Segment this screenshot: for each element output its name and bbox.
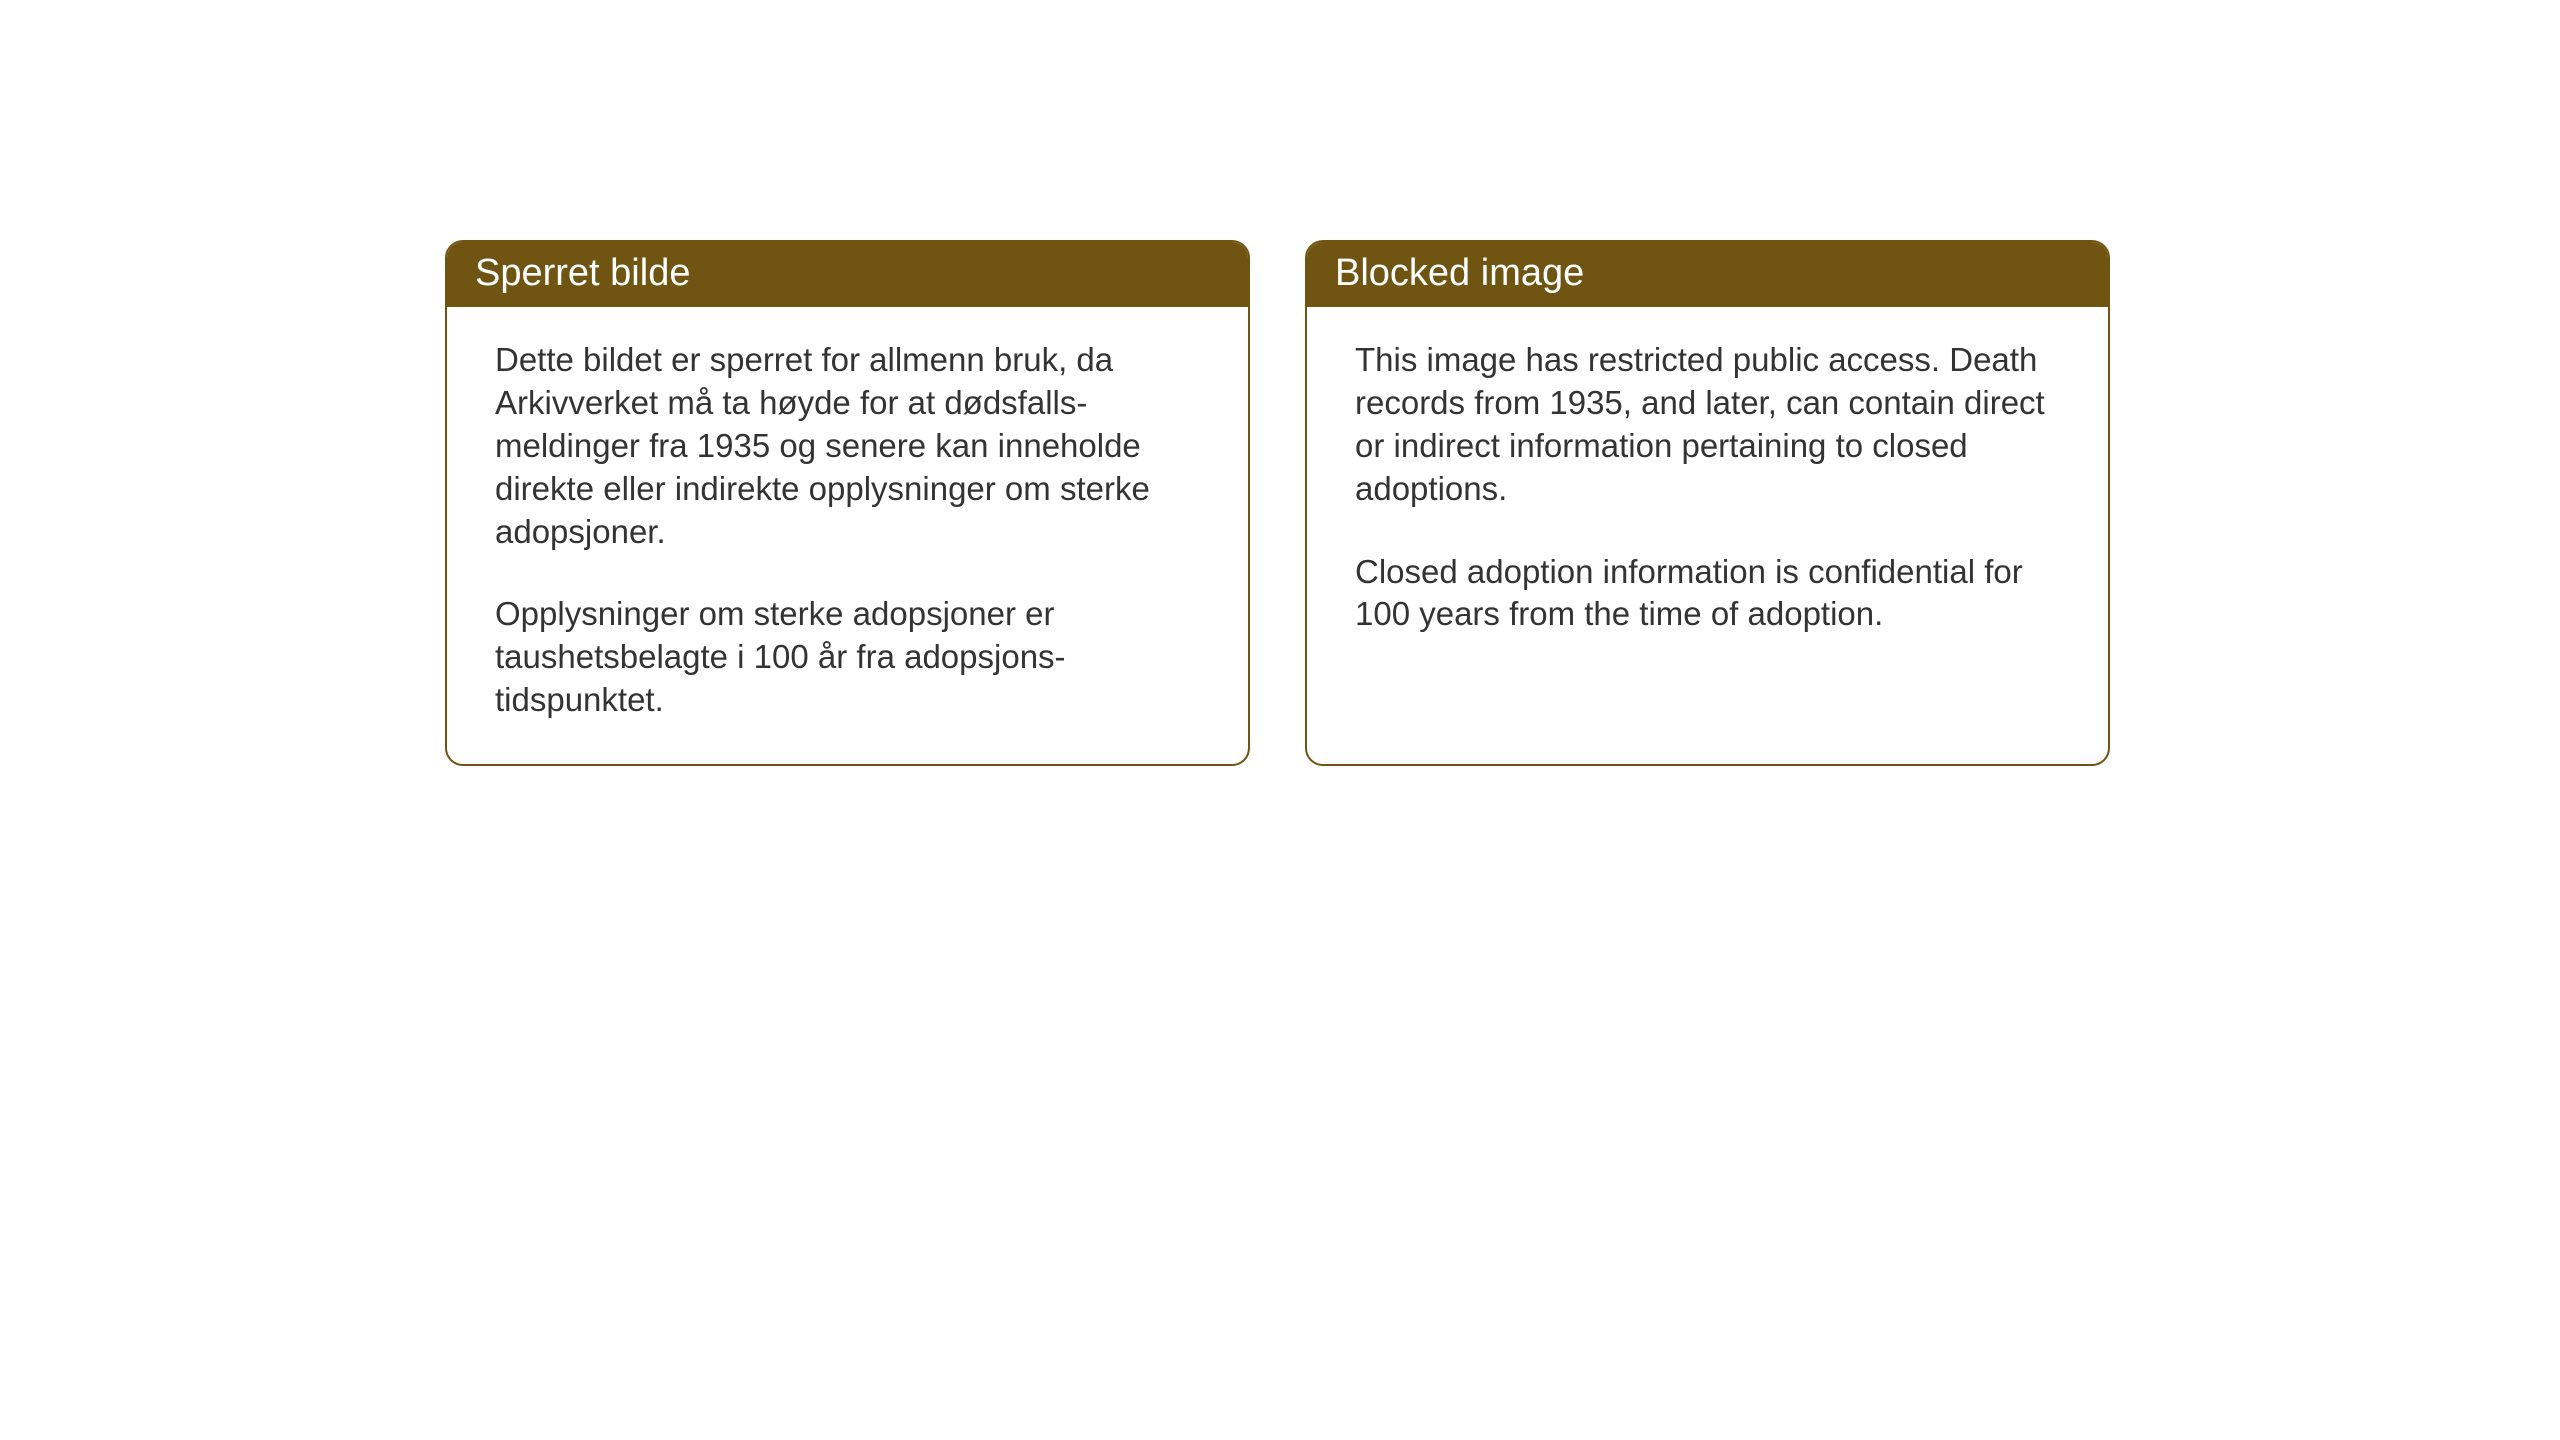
notice-body-english: This image has restricted public access.… (1307, 307, 2108, 678)
notice-body-norwegian: Dette bildet er sperret for allmenn bruk… (447, 307, 1248, 764)
notice-paragraph-1-english: This image has restricted public access.… (1355, 339, 2060, 511)
notice-container: Sperret bilde Dette bildet er sperret fo… (445, 240, 2110, 766)
notice-paragraph-2-norwegian: Opplysninger om sterke adopsjoner er tau… (495, 593, 1200, 722)
notice-card-norwegian: Sperret bilde Dette bildet er sperret fo… (445, 240, 1250, 766)
notice-card-english: Blocked image This image has restricted … (1305, 240, 2110, 766)
notice-paragraph-1-norwegian: Dette bildet er sperret for allmenn bruk… (495, 339, 1200, 553)
notice-header-norwegian: Sperret bilde (447, 242, 1248, 307)
notice-title-english: Blocked image (1335, 252, 1584, 294)
notice-header-english: Blocked image (1307, 242, 2108, 307)
notice-title-norwegian: Sperret bilde (475, 252, 690, 294)
notice-paragraph-2-english: Closed adoption information is confident… (1355, 551, 2060, 637)
